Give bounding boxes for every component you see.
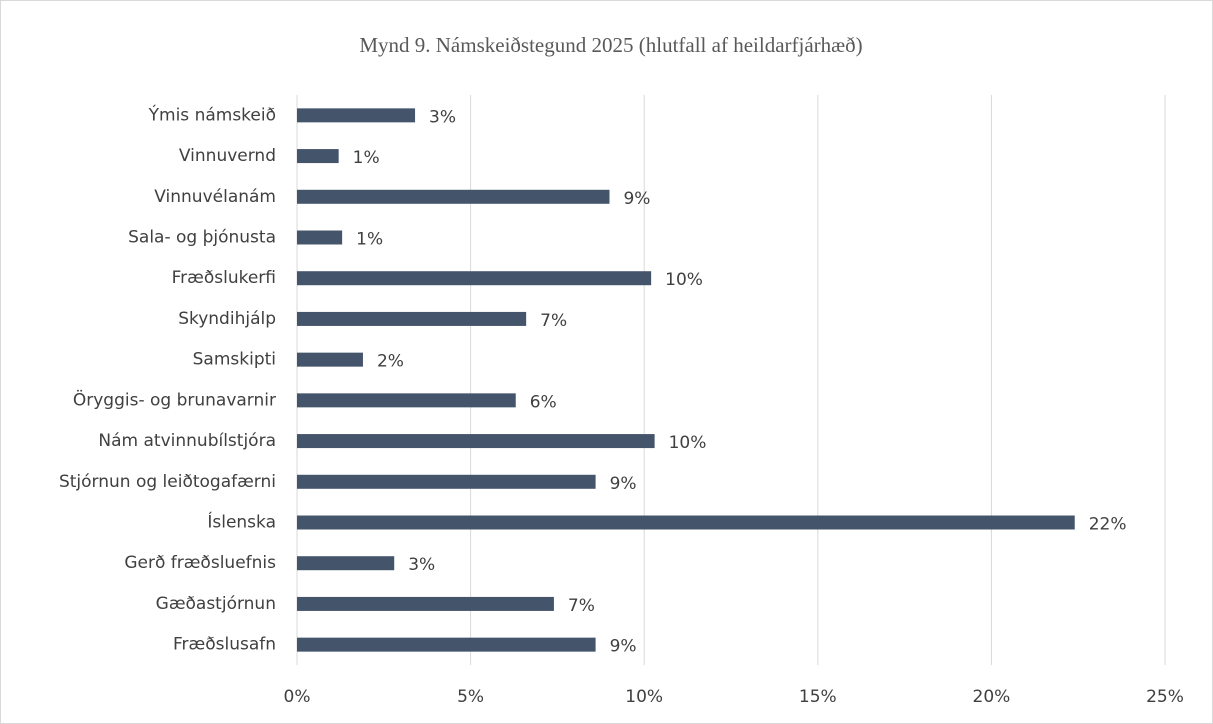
value-label: 1% bbox=[356, 230, 383, 250]
value-label: 7% bbox=[568, 596, 595, 616]
y-tick-label: Gæðastjórnun bbox=[156, 594, 276, 614]
bar bbox=[297, 108, 416, 123]
x-tick-label: 15% bbox=[799, 687, 837, 707]
value-label: 6% bbox=[530, 392, 557, 412]
y-tick-label: Gerð fræðsluefnis bbox=[124, 553, 276, 573]
value-label: 10% bbox=[665, 270, 703, 290]
value-label: 10% bbox=[669, 433, 707, 453]
y-tick-label: Ýmis námskeið bbox=[148, 103, 276, 125]
y-tick-label: Fræðslukerfi bbox=[172, 268, 276, 288]
value-label: 7% bbox=[540, 311, 567, 331]
y-tick-label: Vinnuvernd bbox=[179, 146, 276, 166]
bar bbox=[297, 189, 610, 204]
y-tick-label: Stjórnun og leiðtogafærni bbox=[59, 472, 276, 492]
x-tick-label: 10% bbox=[625, 687, 663, 707]
bar bbox=[297, 556, 395, 571]
value-label: 3% bbox=[429, 107, 456, 127]
bar bbox=[297, 230, 343, 245]
x-tick-label: 25% bbox=[1146, 687, 1184, 707]
value-label: 2% bbox=[377, 352, 404, 372]
y-tick-label: Vinnuvélanám bbox=[154, 187, 276, 207]
bar bbox=[297, 311, 527, 326]
value-label: 22% bbox=[1089, 515, 1127, 535]
bar bbox=[297, 637, 596, 652]
bar bbox=[297, 352, 363, 367]
value-label: 9% bbox=[610, 637, 637, 657]
bar bbox=[297, 271, 652, 286]
x-tick-label: 5% bbox=[457, 687, 484, 707]
y-tick-label: Sala- og þjónusta bbox=[128, 228, 276, 248]
value-label: 3% bbox=[408, 555, 435, 575]
bar bbox=[297, 434, 655, 449]
value-label: 9% bbox=[610, 474, 637, 494]
bar bbox=[297, 474, 596, 489]
value-label: 1% bbox=[353, 148, 380, 168]
y-tick-label: Fræðslusafn bbox=[173, 635, 276, 655]
y-tick-label: Nám atvinnubílstjóra bbox=[98, 431, 276, 451]
x-tick-label: 20% bbox=[973, 687, 1011, 707]
bar bbox=[297, 515, 1075, 530]
bar bbox=[297, 149, 339, 164]
bar bbox=[297, 596, 554, 611]
y-tick-label: Skyndihjálp bbox=[178, 309, 276, 329]
value-label: 9% bbox=[623, 189, 650, 209]
x-tick-label: 0% bbox=[284, 687, 311, 707]
chart-title: Mynd 9. Námskeiðstegund 2025 (hlutfall a… bbox=[359, 33, 862, 57]
bar bbox=[297, 393, 516, 408]
y-tick-label: Samskipti bbox=[193, 350, 276, 370]
y-tick-label: Íslenska bbox=[207, 511, 276, 533]
y-tick-label: Öryggis- og brunavarnir bbox=[73, 388, 276, 410]
